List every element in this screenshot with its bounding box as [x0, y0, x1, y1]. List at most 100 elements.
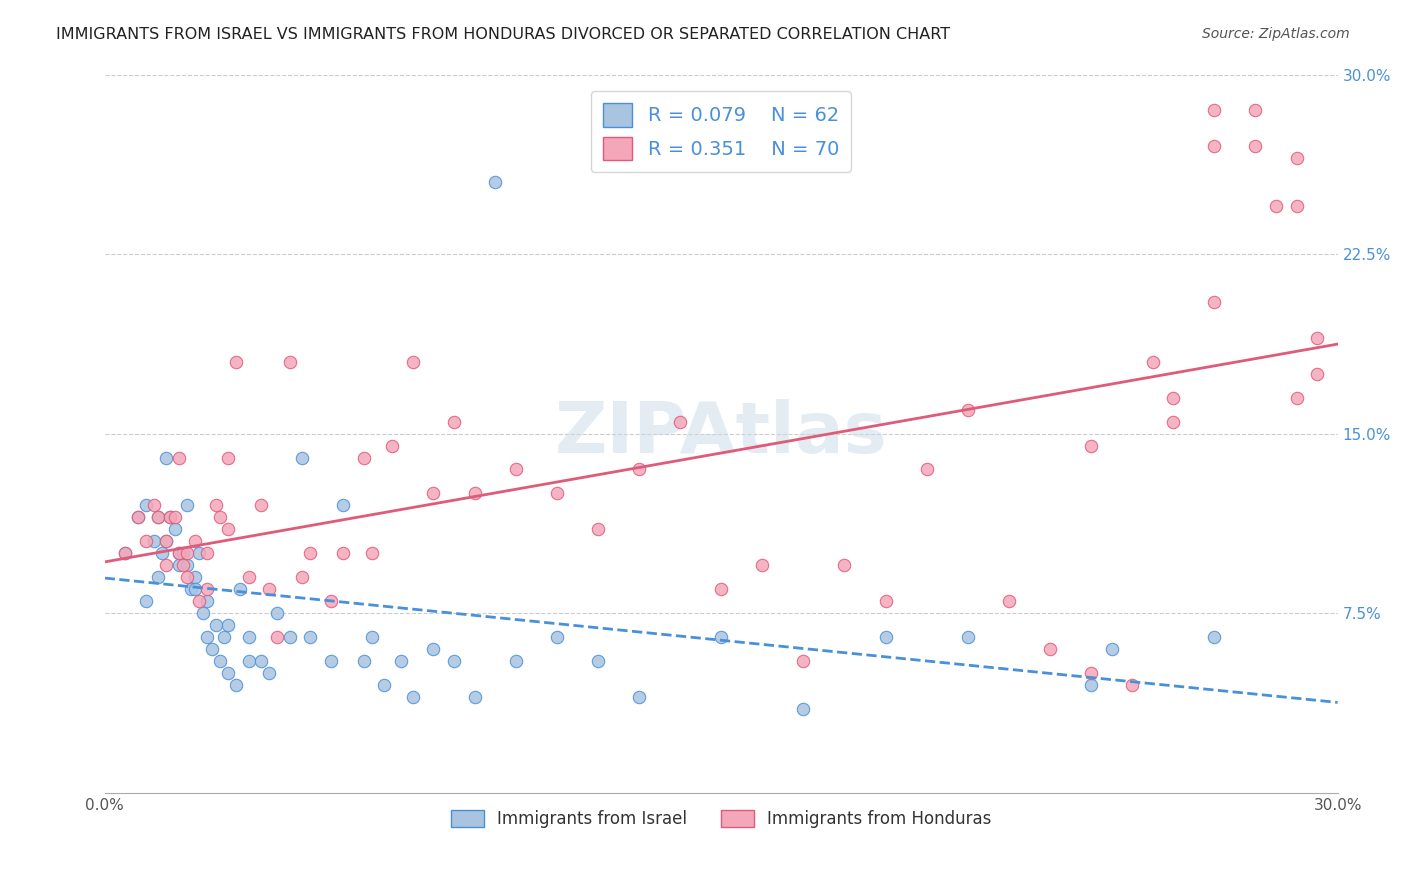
Point [291, 450, 314, 465]
Point [217, 522, 239, 536]
Point [197, 546, 219, 560]
Point [353, 450, 375, 465]
Point [143, 534, 166, 549]
Point [146, 510, 169, 524]
Point [204, 618, 226, 632]
Point [353, 654, 375, 668]
Point [167, 546, 190, 560]
Point [135, 534, 157, 549]
Point [484, 175, 506, 189]
Point [291, 570, 314, 584]
Point [176, 499, 198, 513]
Point [238, 654, 260, 668]
Point [159, 510, 181, 524]
Point [1080, 678, 1102, 692]
Point [184, 570, 207, 584]
Point [505, 654, 527, 668]
Point [1306, 367, 1329, 381]
Point [586, 522, 609, 536]
Point [792, 654, 814, 668]
Point [1161, 391, 1184, 405]
Point [135, 594, 157, 608]
Point [155, 534, 177, 549]
Point [184, 582, 207, 597]
Point [150, 546, 173, 560]
Point [217, 450, 239, 465]
Point [212, 630, 235, 644]
Point [204, 499, 226, 513]
Point [710, 630, 733, 644]
Point [1161, 415, 1184, 429]
Point [225, 355, 247, 369]
Point [1121, 678, 1143, 692]
Point [114, 546, 136, 560]
Point [167, 546, 190, 560]
Point [184, 534, 207, 549]
Point [956, 402, 979, 417]
Text: ZIPAtlas: ZIPAtlas [555, 399, 887, 468]
Point [188, 594, 211, 608]
Point [143, 499, 166, 513]
Point [188, 546, 211, 560]
Point [197, 630, 219, 644]
Point [443, 415, 465, 429]
Point [586, 654, 609, 668]
Point [1285, 391, 1308, 405]
Point [114, 546, 136, 560]
Point [266, 606, 288, 620]
Point [176, 570, 198, 584]
Point [200, 642, 222, 657]
Point [238, 630, 260, 644]
Point [1285, 199, 1308, 213]
Point [146, 570, 169, 584]
Point [1142, 355, 1164, 369]
Point [197, 594, 219, 608]
Point [710, 582, 733, 597]
Point [332, 499, 354, 513]
Point [956, 630, 979, 644]
Point [1039, 642, 1062, 657]
Point [127, 510, 149, 524]
Point [1080, 665, 1102, 680]
Point [229, 582, 252, 597]
Point [505, 462, 527, 476]
Point [1080, 439, 1102, 453]
Point [250, 499, 273, 513]
Point [875, 594, 897, 608]
Point [402, 690, 425, 704]
Point [834, 558, 856, 573]
Point [381, 439, 404, 453]
Point [266, 630, 288, 644]
Point [1285, 151, 1308, 165]
Point [208, 654, 231, 668]
Point [193, 606, 215, 620]
Point [155, 534, 177, 549]
Point [257, 582, 280, 597]
Point [360, 630, 382, 644]
Point [217, 665, 239, 680]
Point [127, 510, 149, 524]
Text: IMMIGRANTS FROM ISRAEL VS IMMIGRANTS FROM HONDURAS DIVORCED OR SEPARATED CORRELA: IMMIGRANTS FROM ISRAEL VS IMMIGRANTS FRO… [56, 27, 950, 42]
Point [176, 558, 198, 573]
Point [208, 510, 231, 524]
Point [146, 510, 169, 524]
Point [627, 462, 650, 476]
Point [278, 355, 301, 369]
Point [250, 654, 273, 668]
Point [402, 355, 425, 369]
Point [225, 678, 247, 692]
Point [1244, 139, 1267, 153]
Point [1306, 331, 1329, 345]
Point [1204, 630, 1226, 644]
Point [751, 558, 773, 573]
Point [167, 558, 190, 573]
Point [180, 582, 202, 597]
Point [155, 558, 177, 573]
Point [319, 594, 342, 608]
Point [443, 654, 465, 668]
Point [1101, 642, 1123, 657]
Point [1204, 139, 1226, 153]
Point [464, 690, 486, 704]
Point [464, 486, 486, 500]
Point [546, 630, 568, 644]
